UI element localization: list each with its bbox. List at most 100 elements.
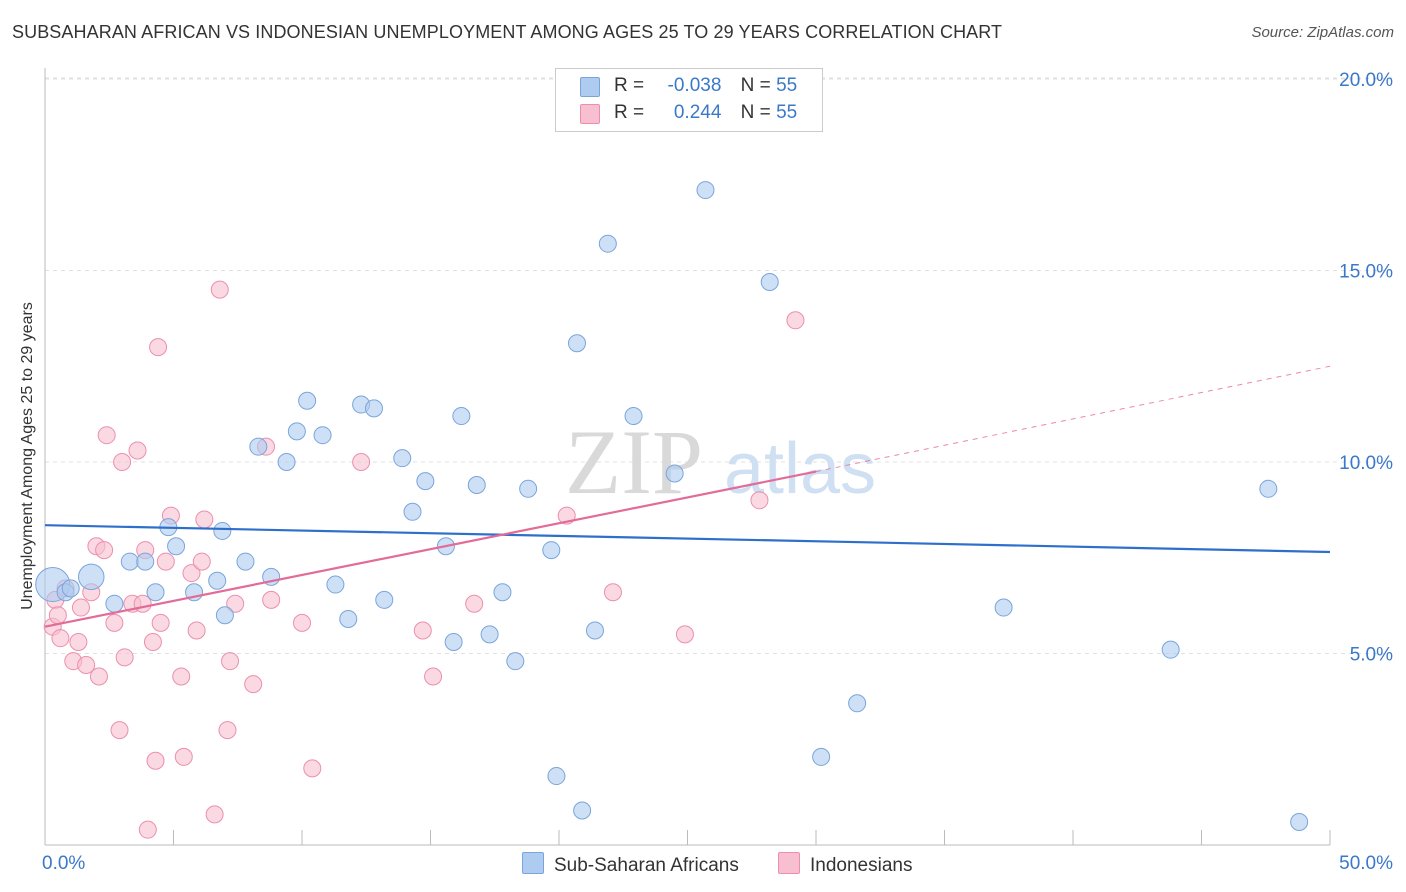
sub-saharan-point bbox=[120, 552, 139, 571]
sub-saharan-point bbox=[598, 234, 617, 253]
sub-saharan-point bbox=[105, 594, 124, 613]
sub-saharan-point bbox=[760, 272, 779, 291]
trend-line-indonesians bbox=[44, 470, 817, 628]
source-label: Source: ZipAtlas.com bbox=[1251, 24, 1394, 41]
legend-item-indonesians: Indonesians bbox=[778, 852, 912, 877]
sub-saharan-point bbox=[585, 621, 604, 640]
indonesian-point bbox=[786, 311, 805, 330]
trend-line-sub-saharan bbox=[44, 524, 1331, 554]
sub-saharan-point bbox=[313, 426, 332, 445]
legend-swatch-blue bbox=[580, 77, 600, 97]
indonesian-point bbox=[71, 598, 90, 617]
x-tick-label-right: 50.0% bbox=[1339, 853, 1393, 874]
sub-saharan-point bbox=[375, 590, 394, 609]
indonesian-point bbox=[303, 759, 322, 778]
indonesian-point bbox=[675, 625, 694, 644]
indonesian-point bbox=[413, 621, 432, 640]
sub-saharan-point bbox=[249, 437, 268, 456]
sub-saharan-point bbox=[298, 391, 317, 410]
axes bbox=[44, 68, 1331, 846]
sub-saharan-point bbox=[277, 453, 296, 471]
sub-saharan-point bbox=[236, 552, 255, 571]
sub-saharan-point bbox=[567, 334, 586, 353]
trend-lines bbox=[44, 365, 1331, 628]
sub-saharan-point bbox=[519, 479, 538, 498]
sub-saharan-point bbox=[624, 407, 643, 426]
legend-swatch-pink bbox=[580, 104, 600, 124]
indonesian-point bbox=[151, 613, 170, 632]
indonesian-point bbox=[48, 606, 67, 625]
legend-n-label: N = bbox=[740, 75, 771, 96]
sub-saharan-point bbox=[208, 571, 227, 590]
y-tick-label: 5.0% bbox=[1350, 645, 1393, 666]
indonesian-point bbox=[210, 280, 229, 299]
sub-saharan-point bbox=[812, 747, 831, 766]
indonesian-point bbox=[97, 426, 116, 445]
indonesian-point bbox=[182, 564, 201, 583]
sub-saharan-point bbox=[146, 583, 165, 602]
watermark-atlas: atlas bbox=[724, 429, 876, 509]
indonesian-point bbox=[192, 552, 211, 571]
indonesians-points bbox=[43, 280, 805, 839]
sub-saharan-point bbox=[452, 407, 471, 426]
sub-saharan-point bbox=[1259, 479, 1278, 498]
legend-label-indonesians: Indonesians bbox=[810, 855, 913, 876]
watermark: ZIP atlas bbox=[565, 411, 876, 513]
indonesian-point bbox=[89, 667, 108, 686]
sub-saharan-point bbox=[78, 563, 105, 591]
sub-saharan-point bbox=[393, 449, 412, 468]
sub-saharan-point bbox=[573, 801, 592, 820]
legend-swatch-pink bbox=[778, 852, 800, 874]
sub-saharan-point bbox=[480, 625, 499, 644]
indonesian-point bbox=[105, 613, 124, 632]
indonesian-point bbox=[156, 552, 175, 571]
indonesian-point bbox=[172, 667, 191, 686]
indonesian-point bbox=[352, 453, 371, 471]
sub-saharan-point bbox=[1161, 640, 1180, 659]
indonesian-point bbox=[424, 667, 443, 686]
trend-line-indonesians-extension bbox=[815, 365, 1331, 473]
indonesian-point bbox=[128, 441, 147, 460]
sub-saharan-point bbox=[167, 537, 186, 556]
legend-r-label: R = bbox=[614, 102, 645, 123]
sub-saharan-point bbox=[467, 475, 486, 494]
sub-saharan-point bbox=[339, 610, 358, 629]
sub-saharan-point bbox=[542, 541, 561, 560]
indonesian-point bbox=[293, 613, 311, 632]
indonesian-point bbox=[226, 594, 245, 613]
sub-saharan-point bbox=[215, 606, 234, 625]
sub-saharan-point bbox=[994, 598, 1013, 617]
sub-saharan-point bbox=[326, 575, 345, 594]
indonesian-point bbox=[138, 820, 157, 839]
indonesian-point bbox=[195, 510, 214, 529]
legend-n-value: 55 bbox=[776, 75, 798, 96]
sub-saharan-point bbox=[506, 652, 525, 671]
indonesian-point bbox=[244, 675, 263, 694]
sub-saharan-point bbox=[665, 464, 684, 483]
sub-saharan-point bbox=[213, 521, 232, 540]
indonesian-point bbox=[115, 648, 134, 667]
sub-saharan-point bbox=[547, 767, 566, 786]
indonesian-point bbox=[110, 721, 129, 740]
indonesian-point bbox=[149, 338, 168, 357]
legend-r-value: -0.038 bbox=[667, 75, 722, 96]
sub-saharan-point bbox=[364, 399, 383, 418]
y-tick-label: 10.0% bbox=[1339, 453, 1393, 474]
watermark-zip: ZIP bbox=[565, 411, 703, 513]
sub-saharan-points bbox=[35, 96, 1309, 832]
sub-saharan-point bbox=[444, 633, 463, 652]
sub-saharan-point bbox=[848, 694, 867, 713]
indonesian-point bbox=[603, 583, 622, 602]
indonesian-point bbox=[174, 747, 193, 766]
indonesian-point bbox=[77, 655, 96, 674]
y-tick-label: 20.0% bbox=[1339, 70, 1393, 91]
indonesian-point bbox=[113, 453, 132, 471]
indonesian-point bbox=[143, 633, 162, 652]
sub-saharan-point bbox=[287, 422, 306, 441]
legend-swatch-blue bbox=[522, 852, 544, 874]
tick-labels: 5.0% 10.0% 15.0% 20.0% 0.0% 50.0% bbox=[42, 70, 1393, 874]
y-axis-label: Unemployment Among Ages 25 to 29 years bbox=[19, 302, 36, 610]
sub-saharan-point bbox=[61, 579, 80, 598]
sub-saharan-point bbox=[1290, 813, 1309, 832]
